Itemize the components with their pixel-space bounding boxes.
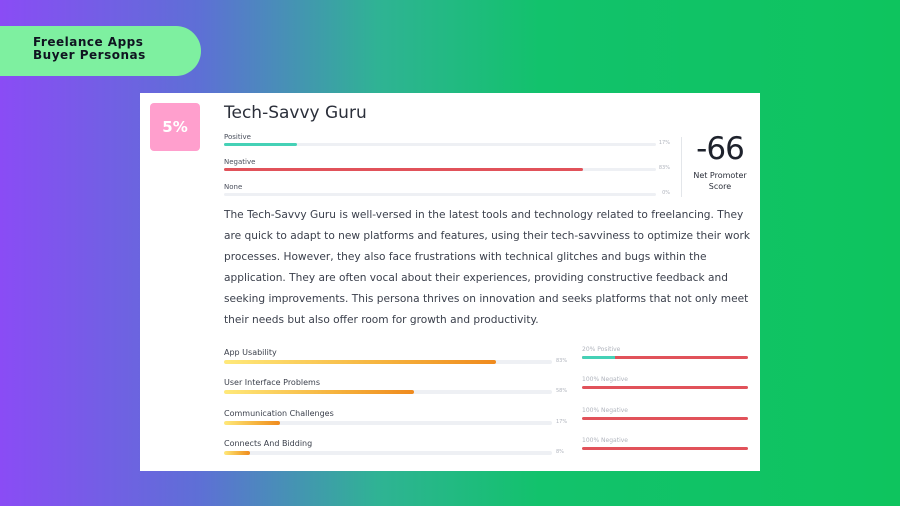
persona-card: 5% Tech-Savvy Guru Positive 17% Negative… [140, 93, 760, 471]
metric-sentiment-label: 100% Negative [582, 437, 628, 444]
sentiment-row-negative: Negative 83% [224, 158, 670, 180]
metric-label: Connects And Bidding [224, 439, 313, 448]
metric-sentiment-track [582, 447, 748, 450]
metric-sentiment-positive [582, 356, 616, 359]
metric-row: App Usability 83% 20% Positive [224, 346, 752, 372]
sentiment-percent: 17% [658, 140, 670, 146]
sentiment-label: Positive [224, 133, 251, 141]
metric-percent: 17% [556, 419, 568, 425]
sentiment-label: Negative [224, 158, 256, 166]
sentiment-fill [224, 143, 298, 146]
sentiment-percent: 83% [658, 165, 670, 171]
slide-title-pill: Freelance Apps Buyer Personas [0, 26, 201, 76]
metric-row: Communication Challenges 17% 100% Negati… [224, 407, 752, 433]
metric-sentiment-track [582, 417, 748, 420]
sentiment-track [224, 168, 656, 171]
sentiment-row-none: None 0% [224, 183, 670, 205]
metric-fill [224, 360, 497, 364]
metric-sentiment-track [582, 356, 748, 359]
sentiment-percent: 0% [662, 190, 670, 196]
metric-track [224, 451, 552, 455]
metric-fill [224, 390, 415, 394]
metric-label: Communication Challenges [224, 409, 334, 418]
persona-description: The Tech-Savvy Guru is well-versed in th… [224, 209, 751, 326]
sentiment-fill [224, 168, 583, 171]
slide-title-line2: Buyer Personas [33, 48, 146, 62]
persona-name: Tech-Savvy Guru [224, 103, 367, 123]
metric-sentiment-label: 20% Positive [582, 346, 621, 353]
metric-fill [224, 421, 280, 425]
metric-row: User Interface Problems 58% 100% Negativ… [224, 376, 752, 402]
metric-percent: 58% [556, 388, 568, 394]
nps-divider [681, 137, 682, 197]
metric-sentiment-label: 100% Negative [582, 376, 628, 383]
nps-label-line1: Net Promoter [693, 171, 747, 180]
metric-fill [224, 451, 251, 455]
metric-label: App Usability [224, 348, 277, 357]
nps-label-line2: Score [708, 182, 732, 191]
metric-row: Connects And Bidding 8% 100% Negative [224, 437, 752, 463]
metric-label: User Interface Problems [224, 378, 321, 387]
metric-sentiment-label: 100% Negative [582, 407, 628, 414]
slide-title-line1: Freelance Apps [33, 35, 144, 49]
sentiment-label: None [224, 183, 243, 191]
nps-label: Net Promoter Score [688, 170, 752, 192]
metric-track [224, 360, 552, 364]
metric-sentiment-track [582, 386, 748, 389]
nps-value: -66 [696, 131, 745, 167]
metric-percent: 8% [556, 449, 564, 455]
metric-track [224, 421, 552, 425]
sentiment-track [224, 193, 656, 196]
metric-percent: 83% [556, 358, 568, 364]
sentiment-track [224, 143, 656, 146]
persona-share-badge: 5% [150, 103, 200, 151]
metric-track [224, 390, 552, 394]
sentiment-row-positive: Positive 17% [224, 133, 670, 155]
